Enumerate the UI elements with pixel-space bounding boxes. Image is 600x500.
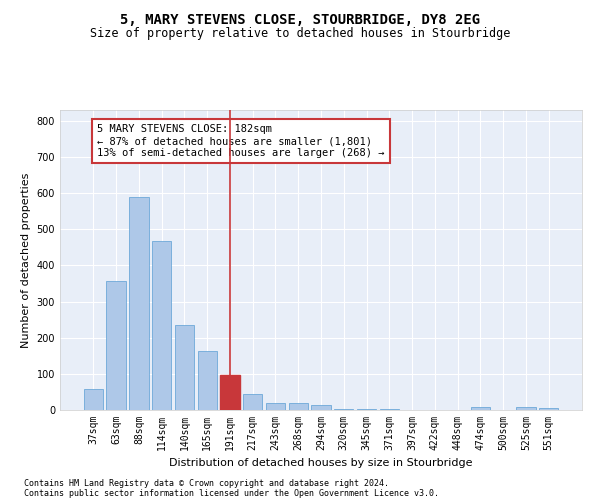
Bar	[152, 241, 172, 410]
Bar	[84, 390, 103, 410]
Bar	[470, 407, 490, 410]
Bar	[106, 282, 126, 410]
Text: Contains public sector information licensed under the Open Government Licence v3: Contains public sector information licen…	[24, 488, 439, 498]
Bar	[516, 407, 536, 410]
Text: 5 MARY STEVENS CLOSE: 182sqm
← 87% of detached houses are smaller (1,801)
13% of: 5 MARY STEVENS CLOSE: 182sqm ← 87% of de…	[97, 124, 385, 158]
Bar	[243, 394, 262, 410]
X-axis label: Distribution of detached houses by size in Stourbridge: Distribution of detached houses by size …	[169, 458, 473, 468]
Bar	[334, 408, 353, 410]
Bar	[380, 409, 399, 410]
Bar	[197, 351, 217, 410]
Bar	[266, 403, 285, 410]
Bar	[220, 376, 239, 410]
Bar	[539, 408, 558, 410]
Bar	[311, 404, 331, 410]
Y-axis label: Number of detached properties: Number of detached properties	[21, 172, 31, 348]
Bar	[357, 408, 376, 410]
Text: Contains HM Land Registry data © Crown copyright and database right 2024.: Contains HM Land Registry data © Crown c…	[24, 478, 389, 488]
Text: Size of property relative to detached houses in Stourbridge: Size of property relative to detached ho…	[90, 28, 510, 40]
Text: 5, MARY STEVENS CLOSE, STOURBRIDGE, DY8 2EG: 5, MARY STEVENS CLOSE, STOURBRIDGE, DY8 …	[120, 12, 480, 26]
Bar	[129, 196, 149, 410]
Bar	[175, 325, 194, 410]
Bar	[289, 403, 308, 410]
